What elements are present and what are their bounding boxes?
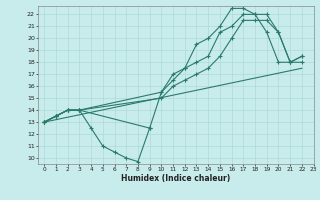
X-axis label: Humidex (Indice chaleur): Humidex (Indice chaleur): [121, 174, 231, 183]
